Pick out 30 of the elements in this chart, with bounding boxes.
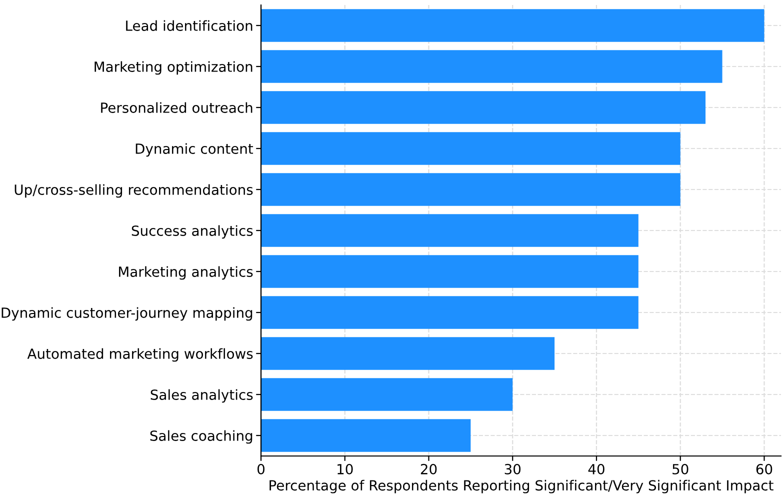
bar	[261, 296, 638, 329]
y-tick-label: Automated marketing workflows	[27, 348, 253, 362]
y-tick-label: Personalized outreach	[101, 102, 252, 113]
bar	[261, 214, 638, 247]
y-tick-label: Dynamic customer-journey mapping	[2, 307, 252, 321]
bar	[261, 419, 471, 452]
bar	[261, 255, 638, 288]
bar	[261, 378, 513, 411]
x-tick-label: 0	[257, 464, 264, 474]
x-tick-label: 10	[338, 464, 353, 474]
bar	[261, 50, 722, 83]
x-axis-title: Percentage of Respondents Reporting Significant/Very Significant Impact	[270, 480, 774, 494]
x-tick-label: 30	[504, 464, 521, 474]
bar	[261, 91, 706, 124]
y-tick-label: Up/cross-selling recommendations	[14, 184, 253, 198]
x-tick-label: 40	[588, 464, 604, 474]
bar	[261, 9, 764, 42]
y-tick-label: Sales coaching	[150, 430, 252, 444]
bar	[261, 337, 555, 370]
y-tick-label: Marketing optimization	[94, 61, 252, 75]
y-tick-label: Sales analytics	[150, 389, 253, 403]
y-tick-label: Dynamic content	[136, 143, 254, 157]
bar	[261, 132, 680, 165]
y-tick-label: Marketing analytics	[119, 266, 253, 280]
x-tick-label: 20	[420, 464, 437, 474]
bar	[261, 173, 680, 206]
y-tick-label: Success analytics	[132, 225, 253, 239]
x-tick-label: 50	[672, 464, 688, 474]
y-tick-label: Lead identification	[126, 20, 252, 31]
x-tick-label: 60	[756, 464, 772, 474]
